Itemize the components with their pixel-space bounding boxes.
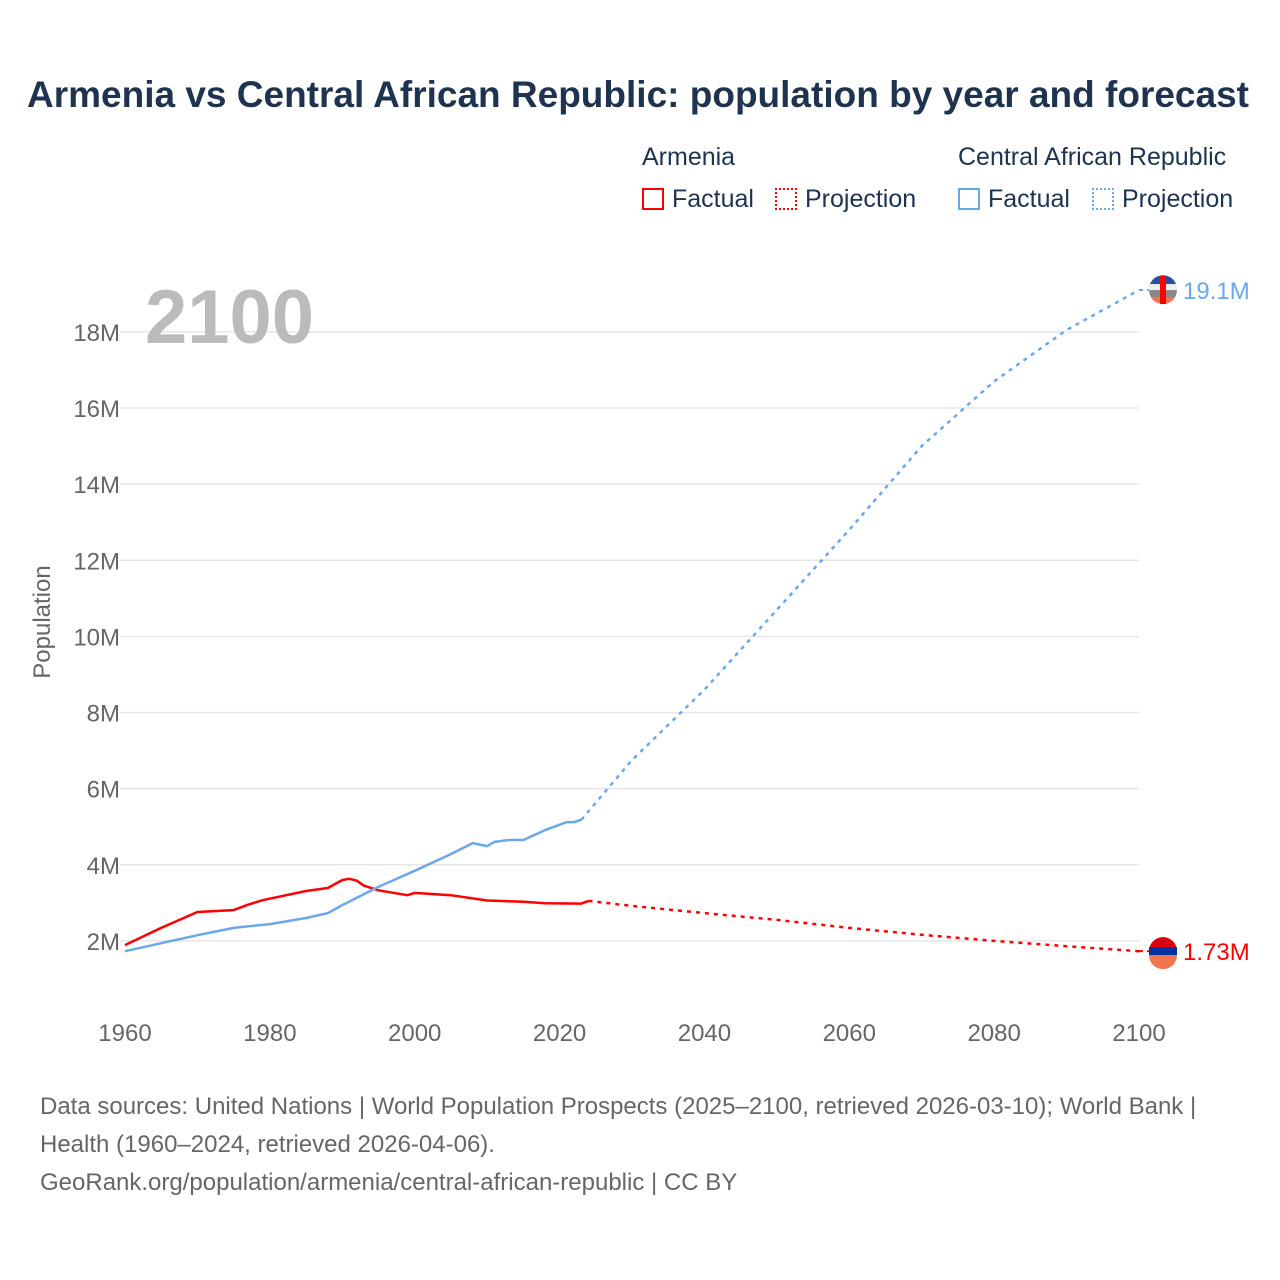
year-label: 2100	[145, 275, 314, 360]
legend-group-car: Central African Republic	[958, 143, 1227, 171]
end-value-label: 1.73M	[1183, 939, 1250, 966]
y-tick-label: 16M	[73, 396, 120, 423]
y-tick-label: 4M	[87, 853, 120, 880]
legend-swatch	[958, 188, 980, 210]
y-tick-label: 8M	[87, 701, 120, 728]
legend-group-armenia: Armenia	[642, 143, 736, 171]
x-tick-label: 1960	[98, 1020, 151, 1047]
flag-stripe	[1149, 947, 1177, 956]
legend-label: Projection	[805, 185, 917, 213]
y-tick-label: 14M	[73, 472, 120, 499]
end-value-label: 19.1M	[1183, 278, 1250, 305]
legend-swatch	[642, 188, 664, 210]
x-tick-label: 2040	[678, 1020, 731, 1047]
factual-line-0	[124, 877, 589, 947]
footer: Data sources: United Nations | World Pop…	[40, 1088, 1240, 1202]
factual-line-1	[124, 818, 582, 953]
legend-armenia-projection[interactable]: Projection	[775, 185, 916, 214]
chart-plot: 2M 4M 6M 8M 10M 12M 14M 16M 18M 1960 1980 2000 2020 2…	[29, 275, 1250, 1047]
flag-stripe	[1160, 276, 1166, 305]
x-tick-label: 2020	[533, 1020, 586, 1047]
x-tick-label: 1980	[243, 1020, 296, 1047]
x-tick-label: 2060	[823, 1020, 876, 1047]
y-tick-label: 2M	[87, 929, 120, 956]
flag-stripe	[1149, 955, 1178, 970]
legend-armenia-factual[interactable]: Factual	[642, 185, 754, 214]
y-tick-label: 12M	[73, 548, 120, 575]
y-tick-label: 10M	[73, 624, 120, 651]
y-axis-label: Population	[29, 565, 56, 678]
x-tick-label: 2100	[1112, 1020, 1165, 1047]
chart-title: Armenia vs Central African Republic: pop…	[27, 74, 1249, 115]
legend-car-factual[interactable]: Factual	[958, 185, 1070, 214]
y-tick-label: 6M	[87, 777, 120, 804]
projection-line-0	[588, 899, 1140, 953]
y-tick-label: 18M	[73, 320, 120, 347]
legend-label: Factual	[988, 185, 1070, 213]
x-tick-label: 2080	[967, 1020, 1020, 1047]
legend-swatch	[1092, 188, 1114, 210]
legend-label: Projection	[1122, 185, 1234, 213]
data-sources: Data sources: United Nations | World Pop…	[40, 1093, 1197, 1158]
source-link[interactable]: GeoRank.org/population/armenia/central-a…	[40, 1169, 738, 1196]
legend-label: Factual	[672, 185, 754, 213]
legend-swatch	[775, 188, 797, 210]
x-tick-label: 2000	[388, 1020, 441, 1047]
projection-line-1	[580, 289, 1140, 821]
legend-car-projection[interactable]: Projection	[1092, 185, 1233, 214]
